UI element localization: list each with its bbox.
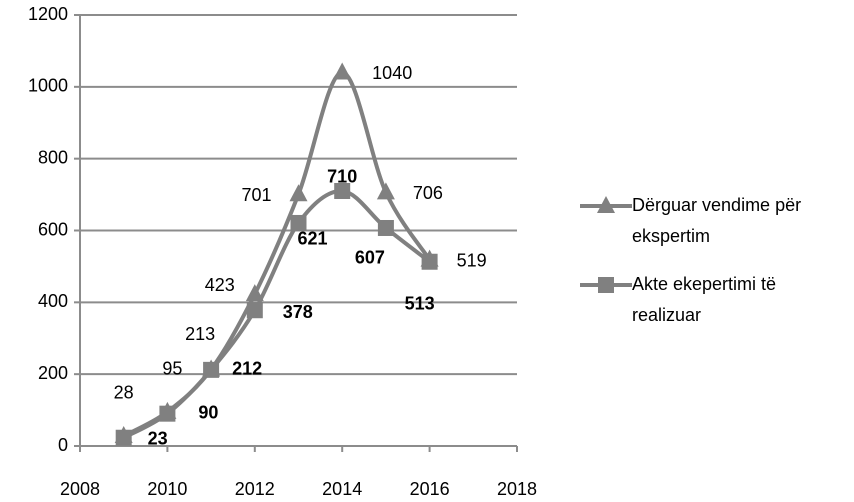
marker: [377, 219, 394, 236]
y-tick-label: 600: [38, 219, 68, 239]
data-label: 90: [198, 402, 218, 422]
data-label: 378: [283, 302, 313, 322]
x-tick-label: 2010: [147, 479, 187, 499]
x-tick-label: 2012: [235, 479, 275, 499]
y-tick-label: 200: [38, 363, 68, 383]
marker: [115, 429, 132, 446]
data-label: 23: [148, 428, 168, 448]
marker: [159, 405, 176, 422]
x-tick-label: 2016: [410, 479, 450, 499]
y-tick-label: 800: [38, 147, 68, 167]
data-label: 513: [405, 293, 435, 313]
legend-icon: [580, 277, 632, 293]
marker: [421, 253, 438, 270]
marker: [245, 284, 264, 302]
data-label: 28: [114, 383, 134, 403]
y-tick-label: 0: [58, 435, 68, 455]
data-label: 607: [355, 248, 385, 268]
data-label: 212: [232, 359, 262, 379]
data-label: 423: [205, 275, 235, 295]
y-tick-label: 1200: [28, 4, 68, 24]
marker: [334, 182, 351, 199]
data-label: 213: [185, 324, 215, 344]
legend-marker: [597, 196, 615, 213]
legend: Dërguar vendime për ekspertim Akte ekeper…: [580, 190, 850, 348]
data-label: 621: [297, 229, 327, 249]
legend-label: Akte ekepertimi të realizuar: [632, 274, 777, 325]
x-tick-label: 2018: [497, 479, 537, 499]
y-tick-label: 1000: [28, 76, 68, 96]
marker: [246, 302, 263, 319]
data-label: 710: [327, 167, 357, 187]
marker: [290, 214, 307, 231]
marker: [203, 361, 220, 378]
legend-entry: Akte ekepertimi të realizuar: [580, 269, 850, 331]
data-label: 1040: [372, 63, 412, 83]
x-tick-label: 2008: [60, 479, 100, 499]
data-label: 95: [162, 359, 182, 379]
data-label: 706: [413, 183, 443, 203]
x-tick-label: 2014: [322, 479, 362, 499]
data-label: 519: [457, 250, 487, 270]
y-tick-label: 400: [38, 291, 68, 311]
legend-icon: [580, 196, 632, 213]
legend-entry: Dërguar vendime për ekspertim: [580, 190, 850, 252]
marker: [289, 184, 308, 202]
marker: [333, 62, 352, 80]
legend-label: Dërguar vendime për ekspertim: [632, 195, 802, 246]
legend-marker: [598, 277, 614, 293]
marker: [376, 182, 395, 200]
data-label: 701: [241, 185, 271, 205]
